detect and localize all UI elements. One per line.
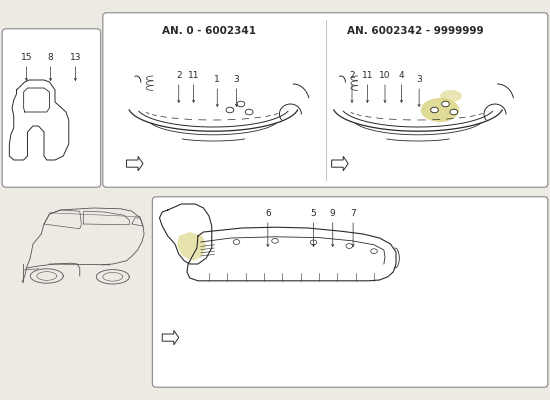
Text: MASERATI: MASERATI xyxy=(267,102,393,122)
Circle shape xyxy=(233,240,240,244)
Circle shape xyxy=(346,244,353,248)
Polygon shape xyxy=(162,330,179,345)
Text: 3: 3 xyxy=(416,75,422,84)
Ellipse shape xyxy=(440,90,462,102)
Circle shape xyxy=(442,101,449,107)
Text: 9: 9 xyxy=(330,209,336,218)
Text: 11: 11 xyxy=(188,71,199,80)
Circle shape xyxy=(450,109,458,115)
Circle shape xyxy=(371,249,377,254)
Text: 8: 8 xyxy=(48,53,53,62)
Text: 5: 5 xyxy=(311,209,316,218)
Text: 6: 6 xyxy=(265,209,271,218)
Text: AN. 6002342 - 9999999: AN. 6002342 - 9999999 xyxy=(347,26,483,36)
Text: 2: 2 xyxy=(176,71,182,80)
Circle shape xyxy=(272,238,278,243)
Polygon shape xyxy=(177,232,206,261)
Text: 2: 2 xyxy=(349,71,355,80)
Text: 10: 10 xyxy=(379,71,390,80)
Text: 11: 11 xyxy=(362,71,373,80)
Circle shape xyxy=(237,101,245,107)
Circle shape xyxy=(431,107,438,113)
Text: a passion for parts simplified: a passion for parts simplified xyxy=(245,214,448,330)
Polygon shape xyxy=(126,156,143,171)
Circle shape xyxy=(310,240,317,245)
Circle shape xyxy=(226,107,234,113)
Ellipse shape xyxy=(421,98,459,122)
Circle shape xyxy=(245,109,253,115)
Text: 3: 3 xyxy=(234,75,239,84)
FancyBboxPatch shape xyxy=(103,13,548,187)
Polygon shape xyxy=(332,156,348,171)
Text: 15: 15 xyxy=(21,53,32,62)
Text: 1: 1 xyxy=(214,75,220,84)
Text: AN. 0 - 6002341: AN. 0 - 6002341 xyxy=(162,26,256,36)
Text: 7: 7 xyxy=(350,209,356,218)
Text: 13: 13 xyxy=(70,53,81,62)
Text: a passion for parts simplified: a passion for parts simplified xyxy=(348,59,532,165)
FancyBboxPatch shape xyxy=(152,197,548,387)
Text: 4: 4 xyxy=(399,71,404,80)
FancyBboxPatch shape xyxy=(2,29,101,187)
